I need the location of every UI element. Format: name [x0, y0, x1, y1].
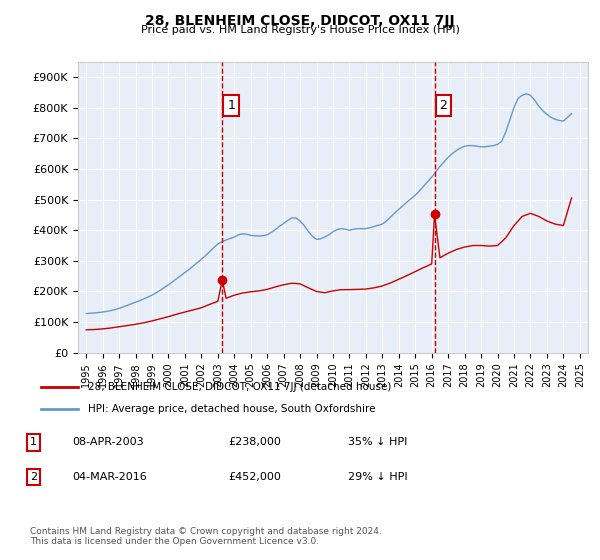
Text: £452,000: £452,000 — [228, 472, 281, 482]
Text: 08-APR-2003: 08-APR-2003 — [72, 437, 143, 447]
Text: 2: 2 — [30, 472, 37, 482]
Text: 2: 2 — [439, 99, 448, 112]
Text: 28, BLENHEIM CLOSE, DIDCOT, OX11 7JJ: 28, BLENHEIM CLOSE, DIDCOT, OX11 7JJ — [145, 14, 455, 28]
Text: £238,000: £238,000 — [228, 437, 281, 447]
Text: 04-MAR-2016: 04-MAR-2016 — [72, 472, 147, 482]
Text: HPI: Average price, detached house, South Oxfordshire: HPI: Average price, detached house, Sout… — [88, 404, 376, 414]
Text: Price paid vs. HM Land Registry's House Price Index (HPI): Price paid vs. HM Land Registry's House … — [140, 25, 460, 35]
Text: 1: 1 — [30, 437, 37, 447]
Text: Contains HM Land Registry data © Crown copyright and database right 2024.
This d: Contains HM Land Registry data © Crown c… — [30, 526, 382, 546]
Text: 1: 1 — [227, 99, 235, 112]
Text: 35% ↓ HPI: 35% ↓ HPI — [348, 437, 407, 447]
Text: 29% ↓ HPI: 29% ↓ HPI — [348, 472, 407, 482]
Text: 28, BLENHEIM CLOSE, DIDCOT, OX11 7JJ (detached house): 28, BLENHEIM CLOSE, DIDCOT, OX11 7JJ (de… — [88, 381, 391, 391]
